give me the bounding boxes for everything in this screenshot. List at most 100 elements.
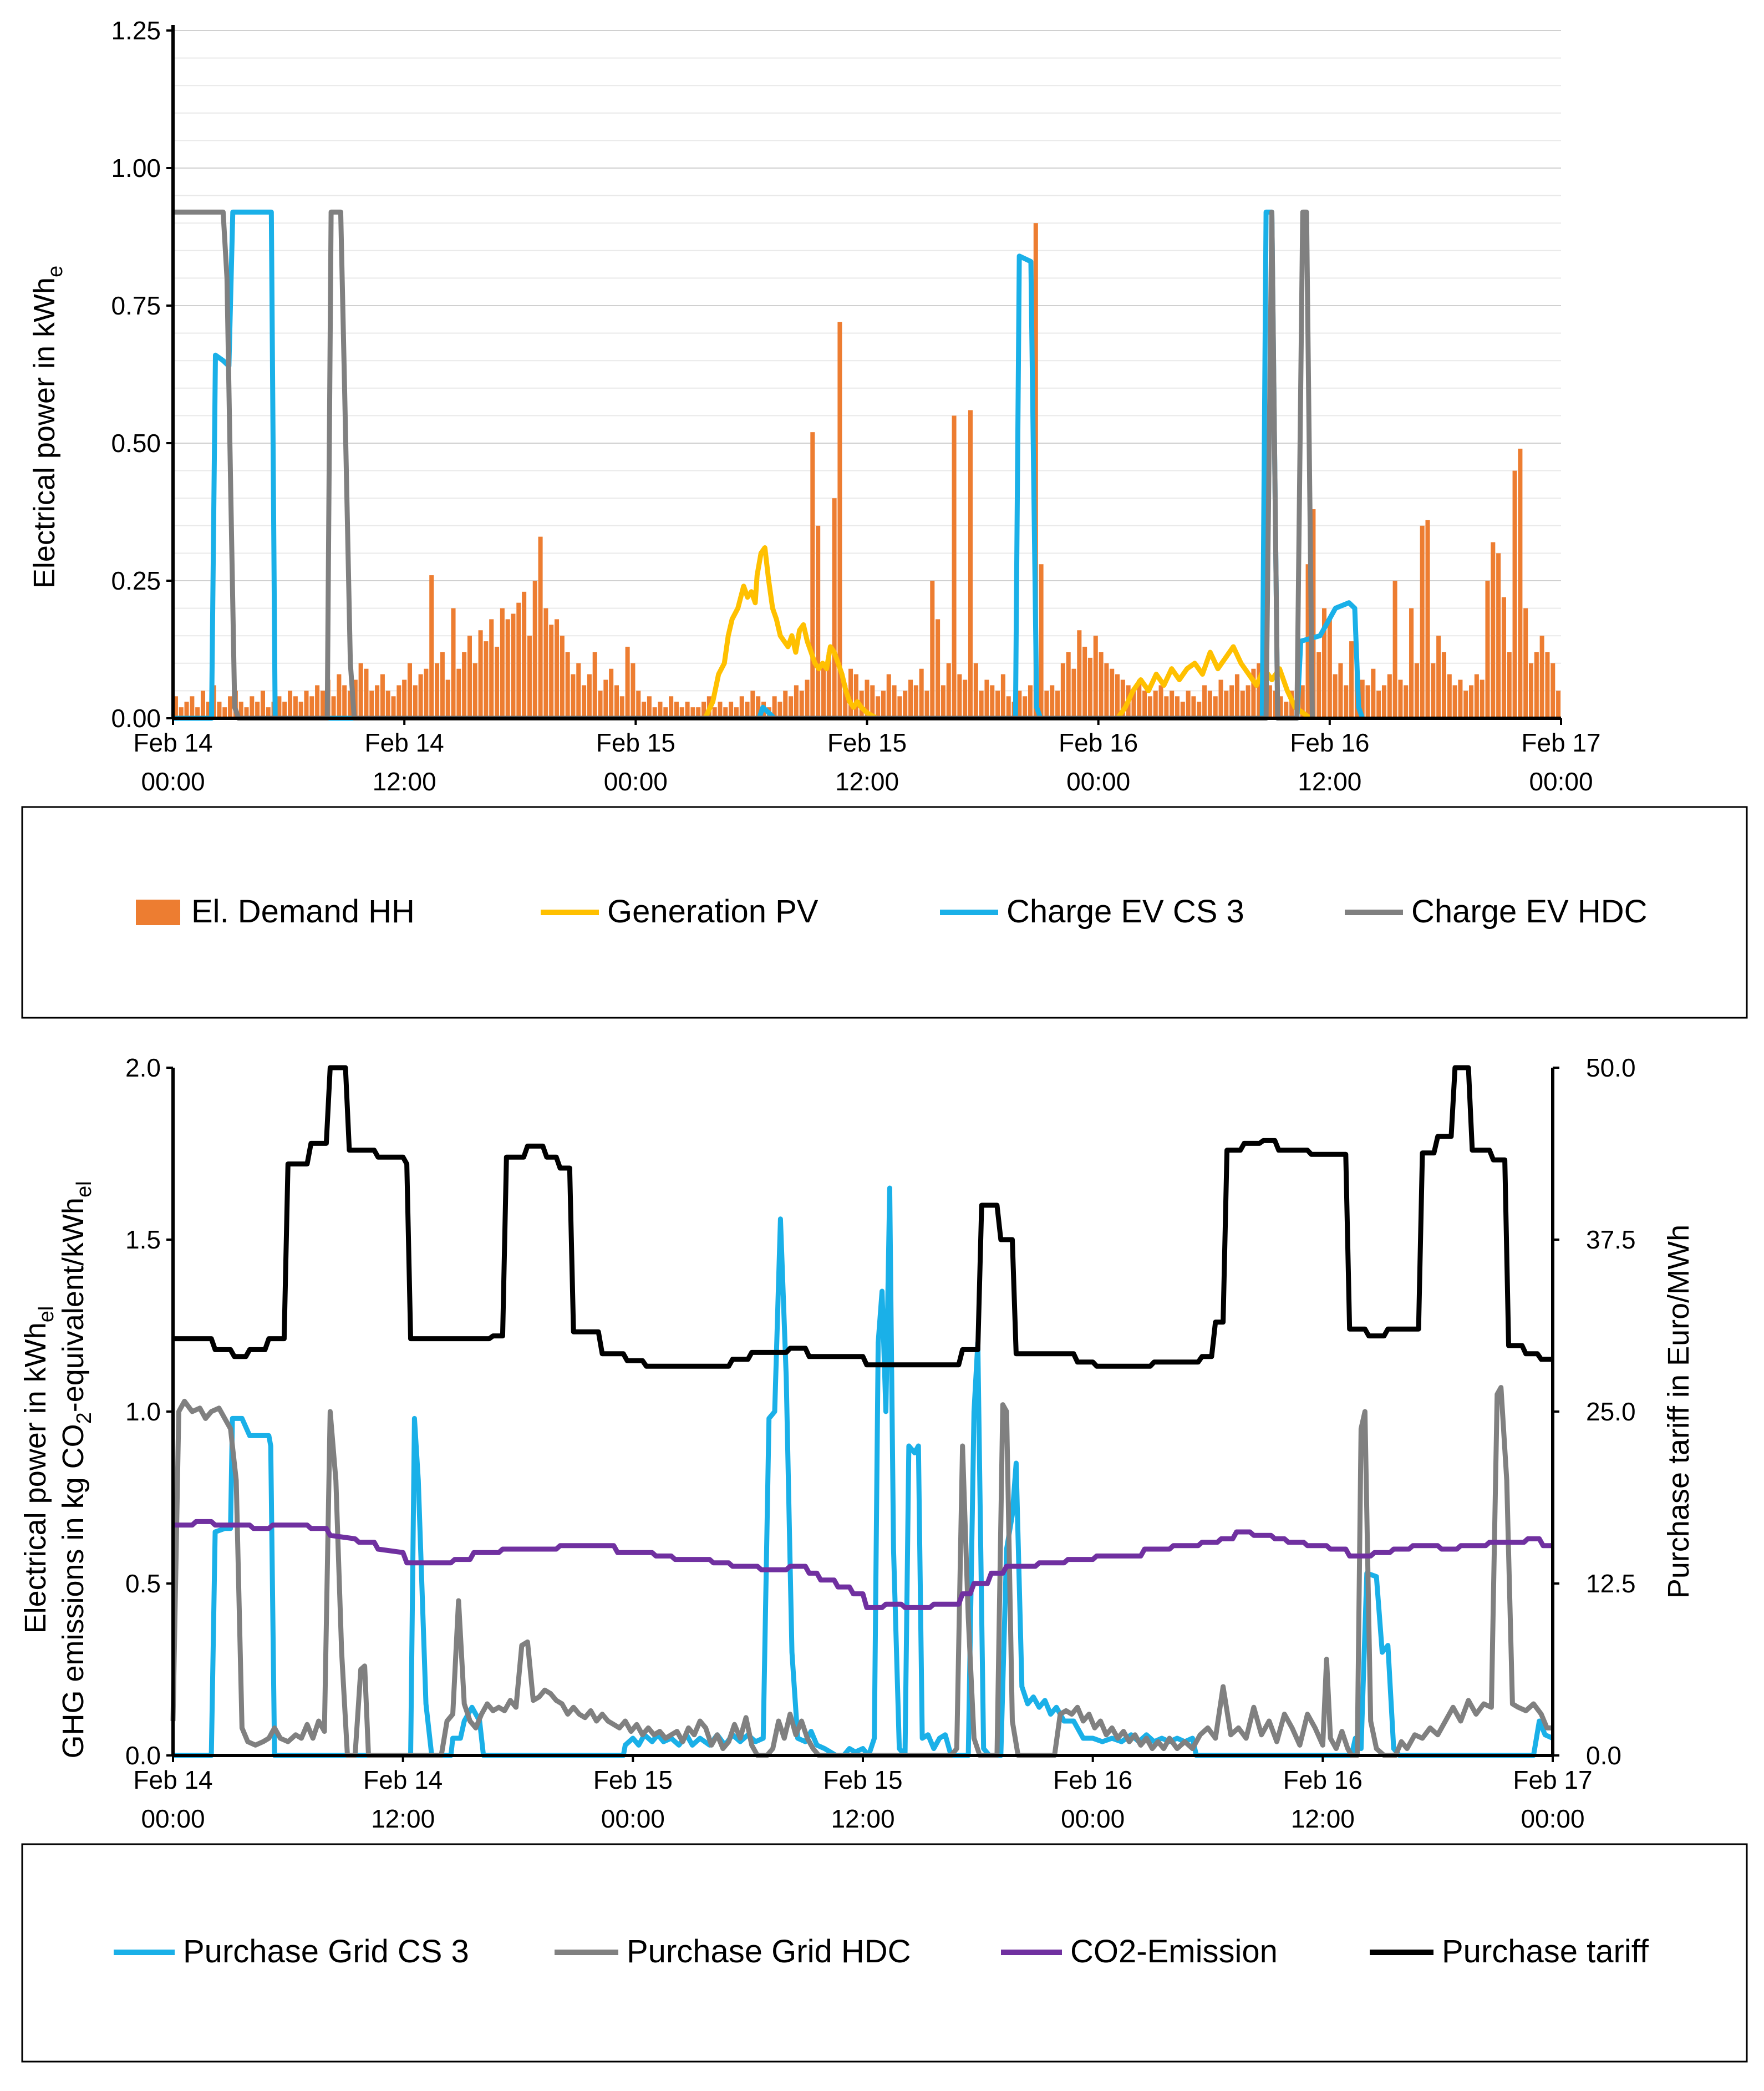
demand-bar xyxy=(619,696,624,718)
chart-2-right-y-tick-label: 25.0 xyxy=(1586,1397,1636,1426)
demand-bar xyxy=(206,702,211,718)
demand-bar xyxy=(936,619,941,718)
demand-bar xyxy=(375,685,380,718)
demand-bar xyxy=(614,685,619,718)
chart-1-y-tick-label: 0.75 xyxy=(111,291,161,320)
demand-bar xyxy=(1338,663,1343,718)
demand-bar xyxy=(679,707,684,718)
chart-1-y-tick-labels: 0.00 0.25 0.50 0.75 1.00 1.25 xyxy=(111,16,173,733)
chart-2-right-y-tick-label: 50.0 xyxy=(1586,1053,1636,1082)
chart-2-x-tick-label-date: Feb 14 xyxy=(133,1765,212,1794)
chart-1-x-tick-label-time: 00:00 xyxy=(1529,767,1593,796)
demand-bar xyxy=(1545,652,1550,718)
chart-1-x-tick-label-date: Feb 16 xyxy=(1059,728,1138,757)
demand-bar xyxy=(1480,679,1485,718)
legend-label-tariff: Purchase tariff xyxy=(1442,1933,1649,1970)
demand-bar xyxy=(799,691,804,718)
demand-bar xyxy=(642,702,647,718)
demand-bar xyxy=(690,707,695,718)
chart-1-x-tick-label-time: 00:00 xyxy=(1066,767,1130,796)
demand-bar xyxy=(952,415,957,718)
demand-bar xyxy=(810,432,815,718)
demand-bar xyxy=(1284,702,1289,718)
demand-bar xyxy=(347,691,353,718)
chart-2-right-y-tick-label: 37.5 xyxy=(1586,1225,1636,1254)
demand-bar xyxy=(1137,679,1142,718)
demand-bar xyxy=(582,685,587,718)
demand-bar xyxy=(369,691,374,718)
chart-1-x-tick-label-date: Feb 15 xyxy=(827,728,907,757)
chart-2-left-y-tick-label: 0.5 xyxy=(125,1569,161,1598)
demand-bar xyxy=(407,663,413,718)
chart-2-x-tick-label-date: Feb 17 xyxy=(1513,1765,1592,1794)
chart-2-left-y-tick-label: 0.0 xyxy=(125,1741,161,1770)
demand-bar xyxy=(1240,691,1245,718)
chart-1-x-tick-label-time: 12:00 xyxy=(835,767,899,796)
demand-bar xyxy=(1050,685,1055,718)
chart-1-x-tick-label-time: 00:00 xyxy=(604,767,668,796)
demand-bar xyxy=(1381,685,1387,718)
demand-bar xyxy=(1120,679,1125,718)
legend-label-demand: El. Demand HH xyxy=(191,894,415,930)
demand-bar xyxy=(478,630,483,718)
demand-bar xyxy=(217,702,222,718)
demand-bar xyxy=(576,663,581,718)
demand-bar xyxy=(832,498,837,718)
chart-1-x-tick-labels: Feb 14 00:00 Feb 14 12:00 Feb 15 00:00 Feb 15 1… xyxy=(133,718,1601,796)
demand-bar xyxy=(805,679,810,718)
demand-bar xyxy=(1229,685,1234,718)
demand-bar xyxy=(892,685,897,718)
demand-bar xyxy=(1316,652,1321,718)
demand-bar xyxy=(739,696,744,718)
demand-bar xyxy=(1387,674,1392,718)
chart-1-legend-frame xyxy=(21,806,1748,1019)
chart-2-series-lines xyxy=(170,1065,1554,1758)
demand-bar xyxy=(1501,597,1506,718)
demand-bar xyxy=(440,652,445,718)
demand-bar xyxy=(472,663,477,718)
chart-2-legend-frame xyxy=(21,1843,1748,2063)
demand-bar xyxy=(288,691,293,718)
demand-bar xyxy=(532,581,537,718)
chart-2-x-tick-labels: Feb 14 00:00 Feb 14 12:00 Feb 15 00:00 Feb 15 1… xyxy=(133,1755,1593,1833)
demand-bar xyxy=(685,702,690,718)
demand-bar xyxy=(331,696,336,718)
demand-bar xyxy=(1392,581,1397,718)
demand-bar xyxy=(1071,668,1076,718)
demand-bar xyxy=(238,702,243,718)
legend-label-grid-hdc: Purchase Grid HDC xyxy=(627,1933,911,1970)
chart-1-x-tick-label-time: 12:00 xyxy=(1298,767,1361,796)
demand-bar xyxy=(1175,696,1180,718)
demand-bar xyxy=(282,702,287,718)
demand-bar xyxy=(1474,674,1479,718)
chart-2-left-y-tick-label: 1.0 xyxy=(125,1397,161,1426)
demand-bar xyxy=(772,696,777,718)
chart-1-x-tick-label-date: Feb 16 xyxy=(1290,728,1369,757)
demand-bar xyxy=(173,696,178,718)
demand-bar xyxy=(990,685,995,718)
demand-bar xyxy=(445,679,450,718)
demand-bar xyxy=(1142,691,1147,718)
demand-bar xyxy=(304,691,309,718)
demand-bar xyxy=(293,696,298,718)
chart-2-x-tick-label-date: Feb 16 xyxy=(1283,1765,1363,1794)
demand-bar xyxy=(467,636,472,718)
demand-bar xyxy=(565,652,570,718)
demand-bar xyxy=(184,702,189,718)
chart-2-x-tick-label-time: 00:00 xyxy=(1061,1804,1125,1833)
chart-2-left-y-tick-label: 1.5 xyxy=(125,1225,161,1254)
demand-bar xyxy=(1485,581,1490,718)
demand-bar xyxy=(1496,553,1501,718)
series-line-co2-emission xyxy=(173,1519,1553,1610)
chart-2-left-y-tick-label: 2.0 xyxy=(125,1053,161,1082)
demand-bar xyxy=(1023,696,1028,718)
demand-bar xyxy=(266,707,271,718)
demand-bar xyxy=(816,525,821,718)
chart-1-x-tick-label-date: Feb 15 xyxy=(596,728,675,757)
demand-bar xyxy=(1060,663,1065,718)
demand-bar xyxy=(571,674,576,718)
chart-2-right-y-tick-label: 12.5 xyxy=(1586,1569,1636,1598)
demand-bar xyxy=(1431,663,1436,718)
demand-bar xyxy=(1278,696,1283,718)
